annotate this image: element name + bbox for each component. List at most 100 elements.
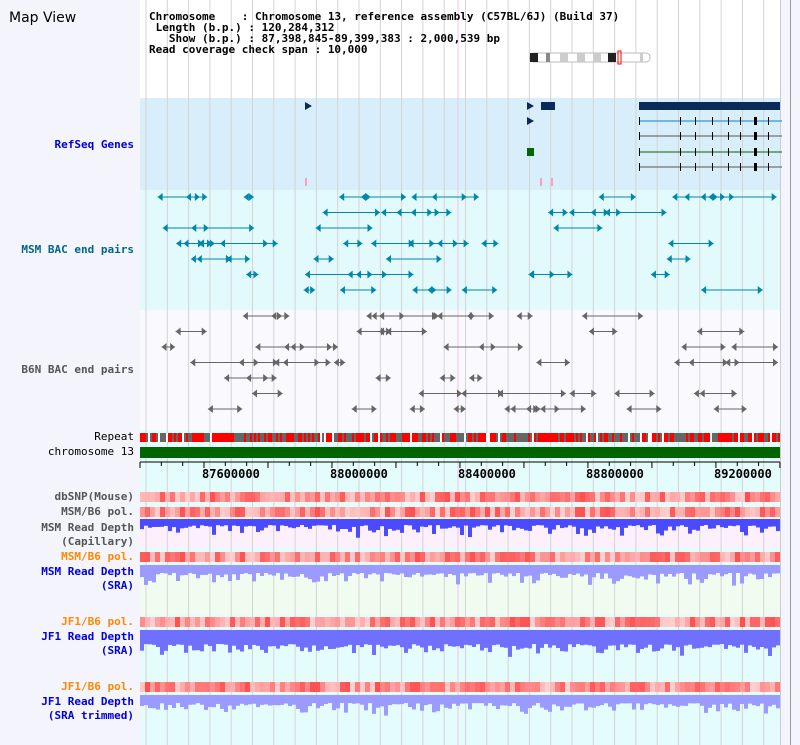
- heat-cell: [505, 492, 510, 502]
- heat-cell: [775, 552, 780, 562]
- heat-cell: [615, 552, 620, 562]
- bac-end: [271, 374, 277, 382]
- heat-cell: [645, 617, 650, 627]
- heat-cell: [445, 617, 450, 627]
- depth-bar: [396, 565, 400, 575]
- bac-end: [343, 239, 349, 248]
- depth-bar: [564, 519, 568, 528]
- dbsnp-label[interactable]: dbSNP(Mouse): [54, 490, 134, 503]
- depth-bar: [752, 519, 756, 526]
- depth-bar: [388, 565, 392, 574]
- repeat-block: [378, 433, 380, 442]
- heat-cell: [355, 682, 360, 692]
- heat-cell: [460, 682, 465, 692]
- heat-cell: [425, 617, 430, 627]
- heat-cell: [415, 552, 420, 562]
- bac-end: [357, 239, 363, 248]
- chromosome-value: Chromosome 13, reference assembly (C57BL…: [254, 10, 620, 23]
- heat-cell: [555, 682, 560, 692]
- exon: [639, 148, 640, 156]
- jf1-trim-label[interactable]: JF1 Read Depth (SRA trimmed): [41, 695, 134, 723]
- depth-bar: [572, 519, 576, 527]
- depth-bar: [492, 565, 496, 574]
- repeat-block: [232, 433, 234, 442]
- depth-bar: [760, 630, 764, 648]
- depth-bar: [492, 519, 496, 527]
- msm-cap-label[interactable]: MSM Read Depth (Capillary): [41, 521, 134, 549]
- repeat-block: [658, 433, 660, 442]
- heat-cell: [315, 682, 320, 692]
- bac-end: [170, 343, 176, 351]
- depth-bar: [440, 630, 444, 652]
- msm-bac-label[interactable]: MSM BAC end pairs: [21, 243, 134, 256]
- heat-cell: [315, 507, 320, 517]
- heat-cell: [490, 552, 495, 562]
- heat-cell: [725, 492, 730, 502]
- repeat-block: [248, 433, 250, 442]
- heat-cell: [165, 552, 170, 562]
- heat-cell: [205, 492, 210, 502]
- refseq-label[interactable]: RefSeq Genes: [54, 138, 134, 151]
- heat-cell: [745, 682, 750, 692]
- heat-cell: [245, 617, 250, 627]
- depth-bar: [332, 519, 336, 526]
- repeat-block: [234, 433, 236, 442]
- heat-cell: [650, 552, 655, 562]
- depth-bar: [560, 695, 564, 711]
- depth-bar: [456, 565, 460, 585]
- bac-end: [580, 405, 586, 413]
- msm-pol2-label[interactable]: MSM/B6 pol.: [61, 550, 134, 563]
- heat-cell: [630, 492, 635, 502]
- repeat-block: [616, 433, 618, 442]
- bac-end: [436, 255, 442, 263]
- heat-cell: [745, 552, 750, 562]
- heat-cell: [370, 552, 375, 562]
- exon: [695, 117, 696, 125]
- repeat-block: [336, 433, 338, 442]
- depth-bar: [348, 565, 352, 577]
- jf1-pol2-label[interactable]: JF1/B6 pol.: [61, 680, 134, 693]
- repeat-block: [140, 433, 142, 442]
- heat-cell: [615, 617, 620, 627]
- msm-pol-label[interactable]: MSM/B6 pol.: [61, 505, 134, 518]
- heat-cell: [350, 682, 355, 692]
- msm-sra-label[interactable]: MSM Read Depth (SRA): [41, 565, 134, 593]
- heat-cell: [460, 492, 465, 502]
- jf1-depth-label[interactable]: JF1 Read Depth (SRA): [41, 630, 134, 658]
- depth-bar: [208, 695, 212, 707]
- repeat-block: [476, 433, 478, 442]
- jf1-pol-label[interactable]: JF1/B6 pol.: [61, 615, 134, 628]
- heat-cell: [755, 682, 760, 692]
- b6n-bac-label[interactable]: B6N BAC end pairs: [21, 363, 134, 376]
- heat-cell: [290, 682, 295, 692]
- repeat-block: [478, 433, 480, 442]
- bac-end: [614, 389, 620, 398]
- heat-cell: [640, 617, 645, 627]
- depth-bar: [308, 630, 312, 652]
- repeat-block: [382, 433, 384, 442]
- depth-bar: [664, 630, 668, 645]
- heat-cell: [165, 492, 170, 502]
- repeat-block: [430, 433, 432, 442]
- bac-end: [315, 224, 321, 232]
- bac-end: [248, 193, 254, 201]
- depth-bar: [664, 519, 668, 531]
- heat-cell: [290, 552, 295, 562]
- exon: [740, 163, 741, 171]
- repeat-block: [548, 433, 550, 442]
- repeat-block: [582, 433, 584, 442]
- bac-end: [527, 312, 533, 320]
- depth-bar: [536, 630, 540, 654]
- repeat-block: [610, 433, 612, 442]
- depth-bar: [616, 695, 620, 705]
- bac-end: [401, 193, 407, 201]
- repeat-block: [308, 433, 310, 442]
- depth-bar: [360, 519, 364, 527]
- page-title: Map View: [9, 10, 77, 26]
- heat-cell: [220, 492, 225, 502]
- depth-bar: [352, 565, 356, 574]
- repeat-block: [494, 433, 496, 442]
- repeat-block: [664, 433, 666, 442]
- heat-cell: [610, 682, 615, 692]
